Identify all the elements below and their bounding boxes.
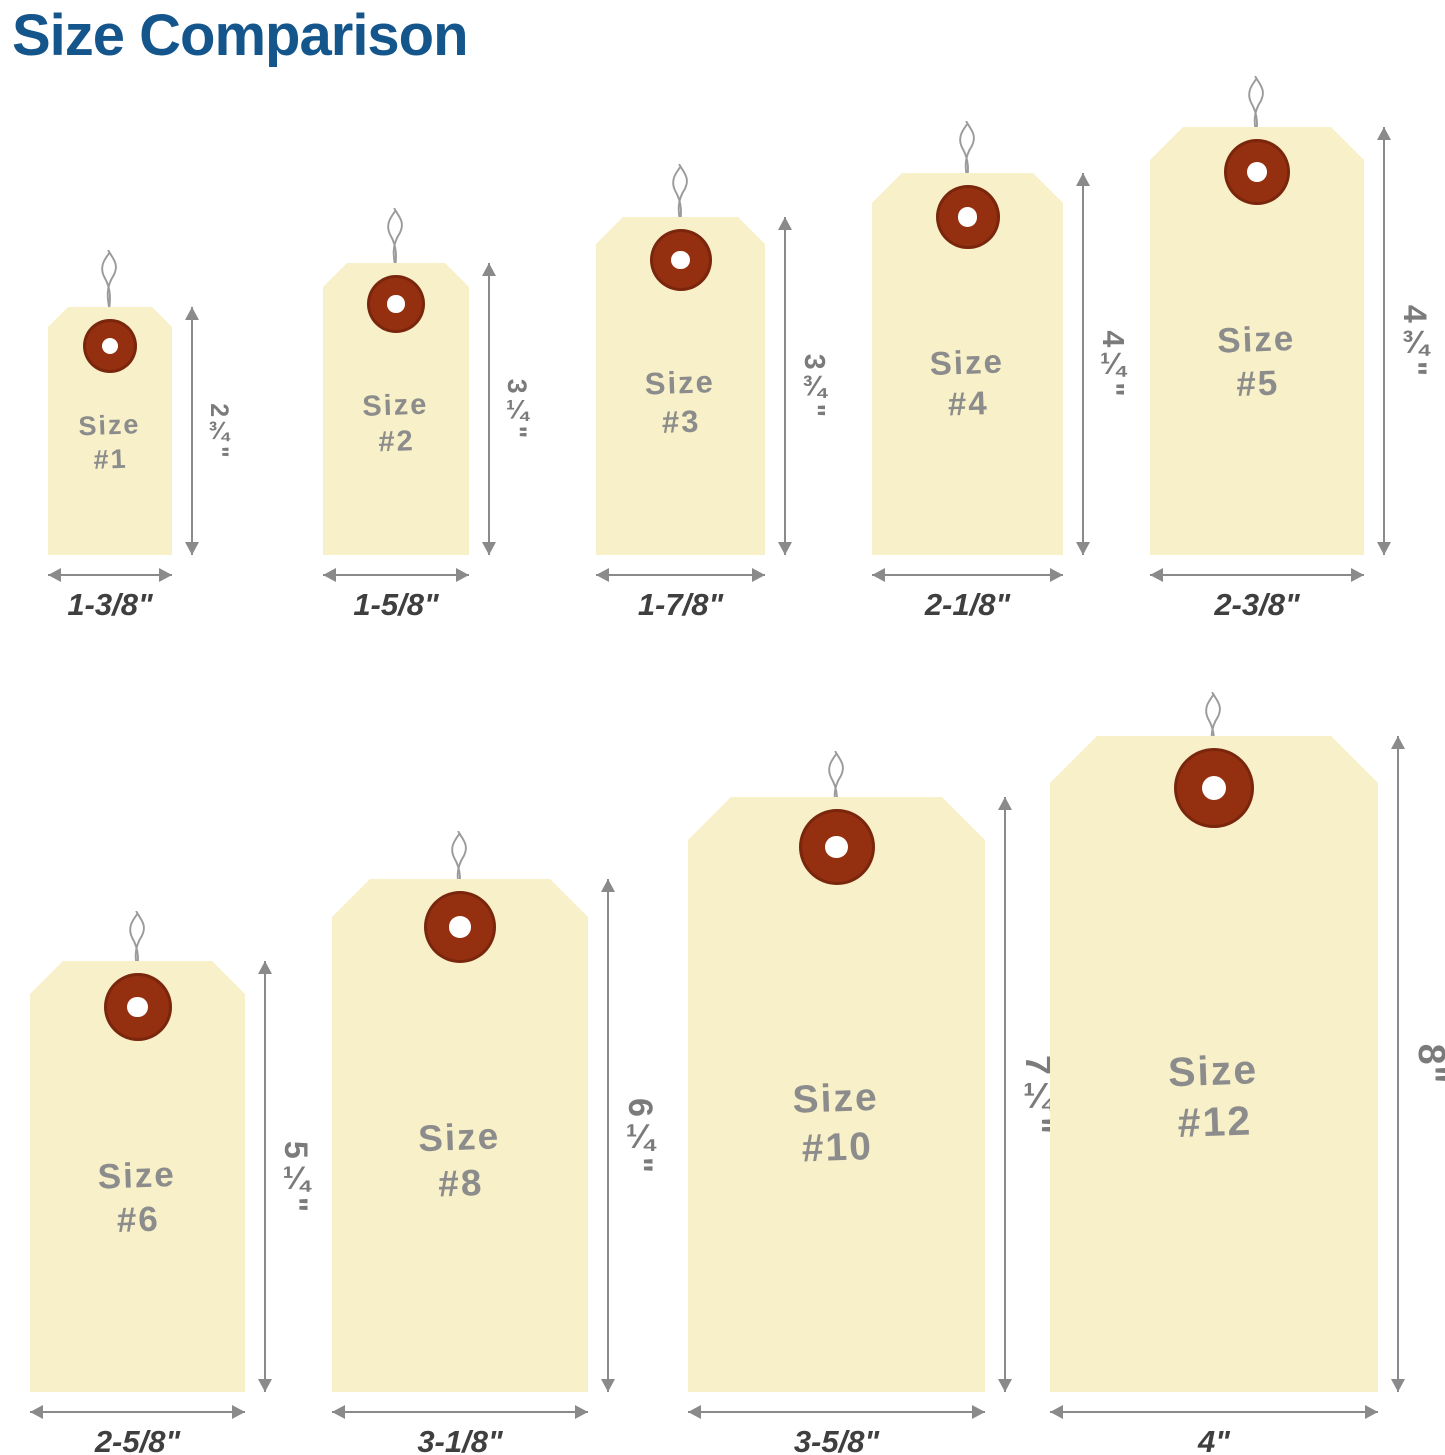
grommet-icon xyxy=(424,891,496,963)
width-arrow xyxy=(48,567,172,583)
width-label: 2-3/8" xyxy=(1214,587,1300,622)
tag-label: Size #4 xyxy=(871,339,1065,428)
width-arrow xyxy=(688,1404,985,1420)
grommet-hole xyxy=(101,337,119,355)
height-label: 4¾" xyxy=(1397,304,1433,378)
tag-label-word: Size xyxy=(361,388,429,423)
width-arrow xyxy=(872,567,1063,583)
height-label: 4¼" xyxy=(1096,330,1129,398)
grommet-hole xyxy=(127,996,148,1018)
width-label: 1-7/8" xyxy=(637,587,724,622)
tag-label-word: Size xyxy=(929,342,1005,383)
tag-label-number: #1 xyxy=(93,443,129,475)
grommet-hole xyxy=(449,916,471,938)
grommet-icon xyxy=(367,275,425,333)
height-arrow xyxy=(184,307,200,555)
height-arrow xyxy=(1075,173,1091,555)
width-arrow xyxy=(1050,1404,1378,1420)
height-label: 5¼" xyxy=(278,1140,314,1213)
tag-label-number: #3 xyxy=(661,403,701,440)
width-label: 2-1/8" xyxy=(924,587,1011,622)
width-label: 1-5/8" xyxy=(353,587,439,622)
height-label: 3¼" xyxy=(502,378,532,440)
tag-shape xyxy=(688,797,985,1392)
height-arrow xyxy=(257,961,273,1392)
width-arrow xyxy=(323,567,469,583)
tag-label: Size #2 xyxy=(322,385,470,463)
tag-label-word: Size xyxy=(77,409,141,442)
tag-label: Size #6 xyxy=(29,1151,247,1246)
tag-label-number: #2 xyxy=(377,424,416,459)
grommet-hole xyxy=(1247,162,1267,182)
tag-label: Size #3 xyxy=(595,361,767,444)
width-label: 3-1/8" xyxy=(417,1424,503,1455)
width-label: 3-5/8" xyxy=(793,1424,880,1455)
height-arrow xyxy=(600,879,616,1392)
height-arrow xyxy=(777,217,793,555)
height-arrow xyxy=(1376,127,1392,555)
tag-label-number: #4 xyxy=(947,384,990,423)
tag-label: Size #5 xyxy=(1149,315,1366,410)
tag-label: Size #12 xyxy=(1048,1040,1379,1154)
height-label: 6¼" xyxy=(621,1097,659,1174)
tag-shape xyxy=(332,879,588,1392)
height-arrow xyxy=(997,797,1013,1392)
height-label: 2¾" xyxy=(205,403,232,459)
width-arrow xyxy=(30,1404,245,1420)
width-label: 4" xyxy=(1198,1424,1230,1455)
grommet-icon xyxy=(103,973,172,1041)
grommet-icon xyxy=(1224,139,1290,205)
width-arrow xyxy=(332,1404,588,1420)
height-arrow xyxy=(481,263,497,555)
tag-label-number: #8 xyxy=(437,1162,485,1205)
width-arrow xyxy=(1150,567,1364,583)
width-label: 2-5/8" xyxy=(94,1424,181,1455)
grommet-icon xyxy=(649,229,712,291)
height-label: 8" xyxy=(1411,1043,1445,1085)
tag-label-number: #5 xyxy=(1235,363,1280,405)
grommet-hole xyxy=(1202,776,1226,800)
grommet-hole xyxy=(387,295,405,313)
grommet-icon xyxy=(1174,748,1254,828)
tag-label-word: Size xyxy=(97,1154,177,1197)
tag-label-number: #6 xyxy=(116,1199,161,1240)
grommet-icon xyxy=(935,185,1000,249)
grommet-hole xyxy=(671,250,690,270)
grommet-icon xyxy=(83,319,137,373)
width-label: 1-3/8" xyxy=(67,587,153,622)
tag-label-word: Size xyxy=(644,363,716,402)
height-label: 3¾" xyxy=(798,353,830,419)
page-title: Size Comparison xyxy=(12,3,469,68)
grommet-icon xyxy=(798,809,875,885)
tag-label: Size #10 xyxy=(686,1070,986,1178)
grommet-hole xyxy=(957,207,978,227)
tag-label: Size #8 xyxy=(330,1110,589,1211)
tag-shape xyxy=(1050,736,1378,1392)
height-arrow xyxy=(1390,736,1406,1392)
grommet-hole xyxy=(825,835,848,859)
width-arrow xyxy=(596,567,765,583)
tag-label: Size #1 xyxy=(47,407,173,479)
